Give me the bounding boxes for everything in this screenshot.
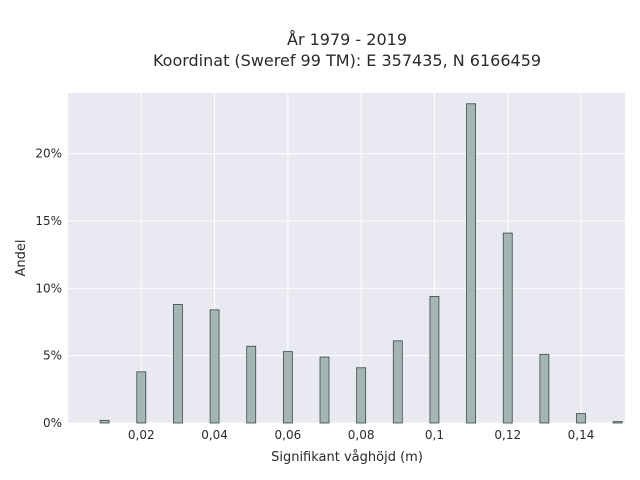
x-tick-label: 0,02	[128, 428, 155, 442]
histogram-bar	[466, 103, 476, 424]
histogram-bar	[319, 356, 330, 424]
x-axis-label: Signifikant våghöjd (m)	[271, 450, 423, 465]
y-tick-labels: 0% 5% 10% 15% 20%	[35, 147, 62, 430]
plot-area	[68, 93, 625, 423]
chart-title-line2: Koordinat (Sweref 99 TM): E 357435, N 61…	[153, 51, 541, 70]
x-tick-label: 0,1	[425, 428, 444, 442]
grid-lines	[68, 93, 625, 424]
histogram-bar	[136, 371, 147, 424]
histogram-bar	[99, 419, 110, 424]
histogram-bar	[173, 304, 183, 424]
histogram-bar	[356, 367, 367, 424]
y-tick-label: 15%	[35, 214, 62, 228]
histogram-bar	[612, 421, 623, 424]
chart-title-line1: År 1979 - 2019	[287, 30, 407, 49]
histogram-bar	[502, 232, 513, 424]
y-tick-label: 20%	[35, 147, 62, 161]
histogram-bar	[246, 345, 257, 424]
y-axis-label: Andel	[14, 240, 29, 277]
histogram-bar	[429, 295, 440, 424]
y-tick-label: 5%	[43, 349, 62, 363]
histogram-bar	[576, 413, 586, 424]
histogram-bar	[282, 351, 293, 424]
x-tick-label: 0,14	[568, 428, 595, 442]
x-tick-label: 0,12	[494, 428, 521, 442]
histogram-bar	[209, 309, 220, 424]
histogram-bar	[539, 353, 550, 424]
bars	[99, 103, 623, 424]
x-tick-label: 0,06	[275, 428, 302, 442]
x-tick-label: 0,08	[348, 428, 375, 442]
y-tick-label: 10%	[35, 281, 62, 295]
x-tick-label: 0,04	[201, 428, 228, 442]
x-tick-labels: 0,02 0,04 0,06 0,08 0,1 0,12 0,14	[128, 428, 594, 442]
y-tick-label: 0%	[43, 416, 62, 430]
histogram-bar	[392, 340, 403, 424]
